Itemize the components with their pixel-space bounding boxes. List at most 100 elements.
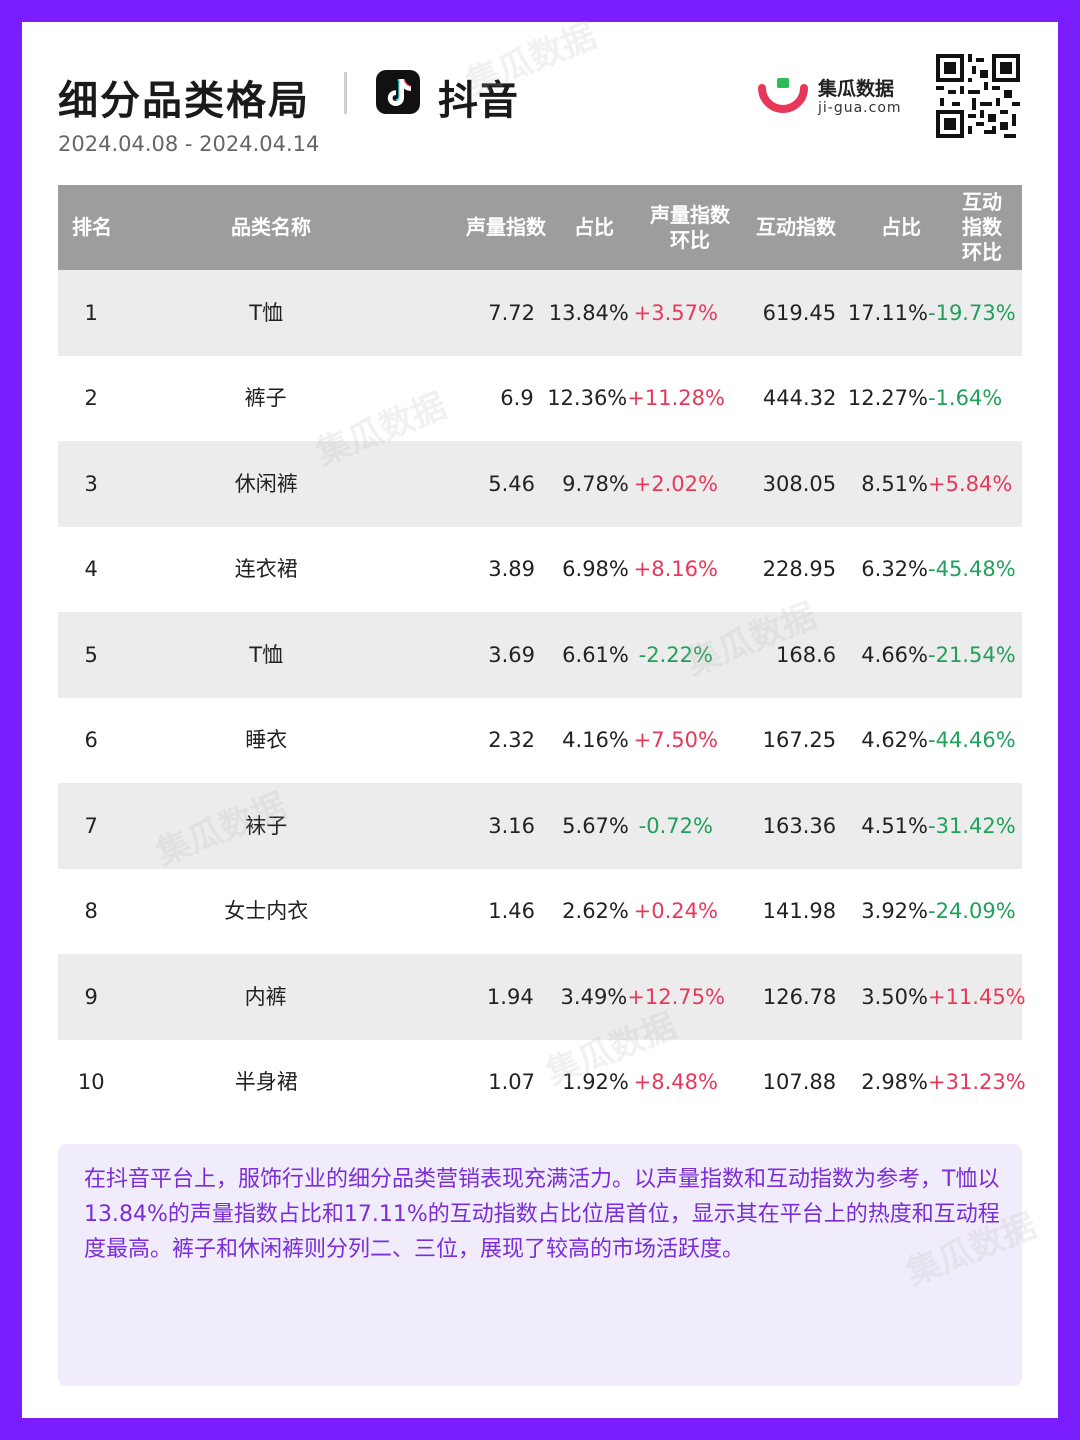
cell-volume-change: +12.75% [627, 984, 725, 1009]
summary-text: 在抖音平台上，服饰行业的细分品类营销表现充满活力。以声量指数和互动指数为参考，T… [84, 1167, 1000, 1262]
table-row: 6 睡衣 2.32 4.16% +7.50% 167.25 4.62% -44.46% [58, 698, 1022, 784]
douyin-icon [376, 70, 420, 114]
title-divider [344, 72, 347, 114]
cell-volume: 2.32 [488, 728, 536, 753]
cell-interaction: 228.95 [762, 557, 837, 582]
table-row: 9 内裤 1.94 3.49% +12.75% 126.78 3.50% +11.45% [58, 954, 1026, 1040]
cell-interaction-change: -24.09% [928, 899, 1016, 924]
cell-volume-change: +2.02% [633, 471, 718, 496]
cell-interaction-share: 17.11% [847, 300, 928, 325]
qr-code-icon[interactable] [936, 54, 1020, 138]
cell-interaction: 308.05 [762, 471, 837, 496]
cell-interaction-share: 6.32% [861, 557, 928, 582]
header-interaction-change-line1: 互动指数 [962, 190, 1002, 239]
cell-interaction-change: -19.73% [928, 300, 1016, 325]
cell-interaction: 126.78 [762, 984, 837, 1009]
cell-interaction: 619.45 [762, 300, 837, 325]
cell-interaction: 168.6 [775, 642, 837, 667]
cell-volume: 3.16 [488, 813, 536, 838]
cell-interaction-share: 4.66% [861, 642, 928, 667]
cell-volume: 1.07 [488, 1070, 536, 1095]
header-interaction: 互动指数 [756, 215, 836, 239]
cell-rank: 4 [84, 557, 98, 582]
table-row: 1 T恤 7.72 13.84% +3.57% 619.45 17.11% -19.73% [58, 270, 1022, 356]
cell-volume: 3.89 [488, 557, 536, 582]
cell-volume-share: 1.92% [562, 1070, 629, 1095]
cell-interaction-change: +5.84% [928, 471, 1013, 496]
cell-volume: 5.46 [488, 471, 536, 496]
cell-volume-share: 5.67% [562, 813, 629, 838]
cell-interaction: 167.25 [762, 728, 837, 753]
header-volume: 声量指数 [466, 215, 546, 239]
cell-volume-share: 4.16% [562, 728, 629, 753]
category-table: 排名 品类名称 声量指数 占比 声量指数 环比 互动指数 占比 互动指数 环比 … [58, 185, 1026, 1126]
summary-box: 在抖音平台上，服饰行业的细分品类营销表现充满活力。以声量指数和互动指数为参考，T… [58, 1144, 1022, 1386]
cell-volume-change: -0.72% [638, 813, 713, 838]
header-rank: 排名 [72, 215, 112, 239]
cell-rank: 1 [84, 300, 98, 325]
cell-volume-change: +8.16% [633, 557, 718, 582]
table-row: 10 半身裙 1.07 1.92% +8.48% 107.88 2.98% +31.23% [58, 1040, 1026, 1126]
table-body: 1 T恤 7.72 13.84% +3.57% 619.45 17.11% -19.73% 2 裤… [58, 270, 1026, 1126]
jigua-logo-icon [758, 78, 808, 113]
cell-category-name: 女士内衣 [224, 899, 309, 924]
cell-interaction-share: 8.51% [861, 471, 928, 496]
cell-interaction-share: 3.50% [861, 984, 928, 1009]
cell-rank: 3 [84, 471, 98, 496]
cell-rank: 5 [84, 642, 98, 667]
cell-volume-share: 13.84% [548, 300, 629, 325]
cell-interaction-share: 3.92% [861, 899, 928, 924]
cell-interaction-share: 4.51% [861, 813, 928, 838]
cell-interaction-change: -1.64% [927, 386, 1003, 411]
cell-category-name: 袜子 [245, 813, 288, 838]
cell-interaction: 107.88 [762, 1070, 837, 1095]
cell-volume-change: +11.28% [627, 386, 725, 411]
cell-volume-change: +3.57% [633, 300, 718, 325]
cell-volume-share: 12.36% [547, 386, 628, 411]
cell-category-name: 内裤 [244, 984, 287, 1009]
cell-volume-share: 6.98% [562, 557, 629, 582]
cell-volume-share: 6.61% [562, 642, 629, 667]
page-title: 细分品类格局 [58, 78, 310, 124]
header-category-name: 品类名称 [231, 215, 311, 239]
table-row: 4 连衣裙 3.89 6.98% +8.16% 228.95 6.32% -45.48% [58, 527, 1022, 613]
cell-volume-change: -2.22% [638, 642, 713, 667]
cell-volume: 3.69 [488, 642, 536, 667]
cell-category-name: T恤 [249, 642, 284, 667]
header-volume-share: 占比 [574, 215, 614, 239]
cell-interaction: 163.36 [762, 813, 837, 838]
cell-rank: 9 [84, 984, 98, 1009]
table-row: 3 休闲裤 5.46 9.78% +2.02% 308.05 8.51% +5.84% [58, 441, 1022, 527]
header-volume-change-line1: 声量指数 [650, 202, 730, 227]
cell-category-name: 连衣裙 [234, 557, 298, 582]
header-volume-change: 声量指数 环比 [642, 203, 738, 253]
cell-rank: 2 [84, 386, 98, 411]
cell-interaction-change: -45.48% [928, 557, 1016, 582]
cell-interaction-share: 12.27% [847, 386, 928, 411]
table-row: 2 裤子 6.9 12.36% +11.28% 444.32 12.27% -1.64% [58, 356, 1022, 442]
cell-category-name: T恤 [249, 300, 284, 325]
report-card: 细分品类格局 抖音 2024.04.08 - 2024.04.14 集瓜数据 j… [22, 16, 1058, 1418]
cell-interaction-change: -21.54% [928, 642, 1016, 667]
cell-interaction: 141.98 [762, 899, 837, 924]
cell-interaction-share: 2.98% [861, 1070, 928, 1095]
cell-interaction: 444.32 [762, 386, 837, 411]
platform-name: 抖音 [438, 78, 518, 124]
cell-volume: 1.46 [488, 899, 536, 924]
cell-volume: 7.72 [488, 300, 536, 325]
header-volume-change-line2: 环比 [670, 227, 710, 252]
header-interaction-change: 互动指数 环比 [948, 190, 1022, 265]
cell-rank: 7 [84, 813, 98, 838]
cell-category-name: 睡衣 [245, 728, 288, 753]
cell-category-name: 裤子 [244, 386, 287, 411]
cell-interaction-change: -31.42% [928, 813, 1016, 838]
cell-volume-change: +7.50% [633, 728, 718, 753]
cell-rank: 10 [77, 1070, 105, 1095]
brand-domain: ji-gua.com [818, 100, 902, 116]
cell-interaction-share: 4.62% [861, 728, 928, 753]
header-interaction-share: 占比 [881, 215, 921, 239]
header-interaction-change-line2: 环比 [962, 240, 1002, 264]
cell-interaction-change: +31.23% [928, 1070, 1026, 1095]
cell-interaction-change: -44.46% [928, 728, 1016, 753]
table-row: 8 女士内衣 1.46 2.62% +0.24% 141.98 3.92% -24.09% [58, 869, 1022, 955]
